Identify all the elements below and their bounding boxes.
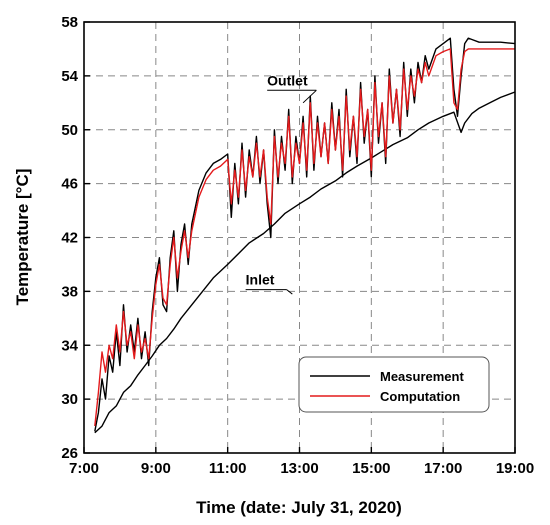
- y-tick-label: 26: [61, 445, 78, 462]
- legend: Measurement Computation: [298, 356, 490, 413]
- legend-box: [298, 356, 490, 413]
- annotation-outlet: Outlet: [267, 72, 308, 88]
- series-layer: [94, 37, 516, 434]
- annotation-inlet: Inlet: [246, 272, 275, 288]
- x-axis-title: Time (date: July 31, 2020): [196, 498, 402, 517]
- series-line-inlet: [94, 91, 516, 434]
- y-tick-label: 50: [61, 122, 78, 139]
- annotations: Outlet Inlet: [245, 72, 317, 295]
- x-tick-label: 15:00: [352, 460, 390, 477]
- x-tick-label: 19:00: [496, 460, 534, 477]
- annotation-leader: [302, 89, 317, 104]
- y-tick-label: 46: [61, 176, 78, 193]
- x-tick-label: 17:00: [424, 460, 462, 477]
- legend-label-computation: Computation: [380, 389, 460, 404]
- x-tick-label: 11:00: [209, 460, 247, 477]
- x-tick-label: 7:00: [69, 460, 99, 477]
- y-tick-label: 58: [61, 14, 78, 31]
- y-tick-label: 30: [61, 391, 78, 408]
- y-tick-label: 34: [61, 337, 78, 354]
- axis-ticks: 7:00 9:00 11:00 13:00 15:00 17:00 19:00 26 30 34 3…: [61, 14, 534, 477]
- x-tick-label: 9:00: [141, 460, 171, 477]
- x-tick-label: 13:00: [280, 460, 318, 477]
- annotation-leader: [286, 289, 293, 295]
- y-tick-label: 38: [61, 283, 78, 300]
- legend-label-measurement: Measurement: [380, 369, 464, 384]
- y-tick-label: 42: [61, 230, 78, 247]
- series-line-computation: [94, 48, 515, 427]
- y-tick-label: 54: [61, 68, 78, 85]
- y-axis-title: Temperature [°C]: [13, 169, 32, 306]
